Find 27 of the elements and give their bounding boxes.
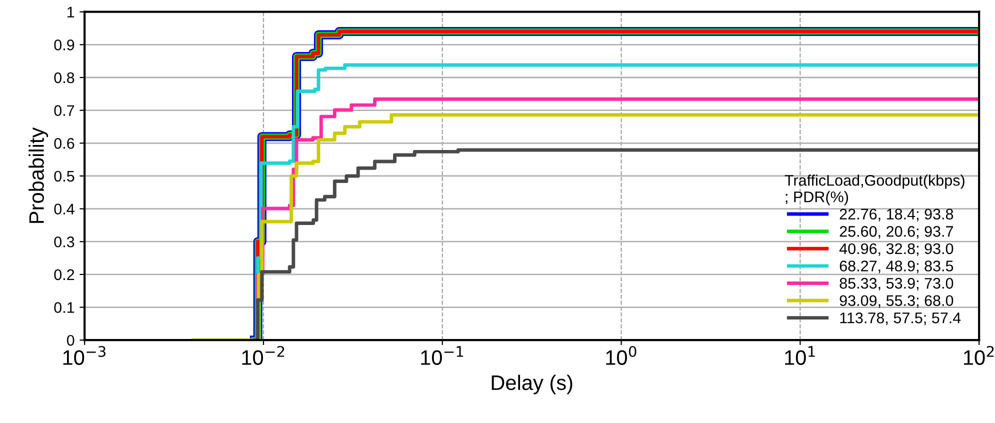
y-tick-label: 0.9 [54,40,74,50]
x-tick-label: 10$^{1}$ [785,346,815,365]
y-tick-label: 0.6 [54,138,74,149]
y-tick-label: 0.7 [54,105,74,116]
y-axis-title: Probability [28,127,48,223]
y-tick-label: 0.1 [54,302,74,313]
y-tick-label: 0.5 [54,170,74,182]
legend-label: 113.78, 57.5; 57.4 [840,312,961,326]
legend-label: 93.09, 55.3; 68.0 [840,295,954,308]
x-tick-label: 10$^{−3}$ [63,346,106,365]
y-tick-label: 1 [68,6,74,18]
y-tick-label: 0 [66,334,74,346]
legend-label: 25.60, 20.6; 93.7 [840,226,953,239]
legend-label: 22.76, 18.4; 93.8 [840,208,954,222]
legend-title: TrafficLoad,Goodput(kbps) ; PDR(%) [784,174,964,206]
y-tick-label: 0.3 [54,236,74,248]
x-tick-label: 10$^{0}$ [606,346,636,365]
x-axis-title: Delay (s) [492,374,572,394]
y-tick-label: 0.8 [54,72,74,84]
y-tick-label: 0.4 [54,204,74,214]
legend-label: 85.33, 53.9; 73.0 [840,278,954,291]
y-tick-label: 0.2 [54,269,74,280]
x-tick-label: 10$^{−1}$ [421,346,464,365]
x-tick-label: 10$^{−2}$ [242,346,284,365]
x-tick-label: 10$^{2}$ [964,346,994,365]
legend-label: 40.96, 32.8; 93.0 [839,243,954,256]
legend-label: 68.27, 48.9; 83.5 [840,260,954,274]
